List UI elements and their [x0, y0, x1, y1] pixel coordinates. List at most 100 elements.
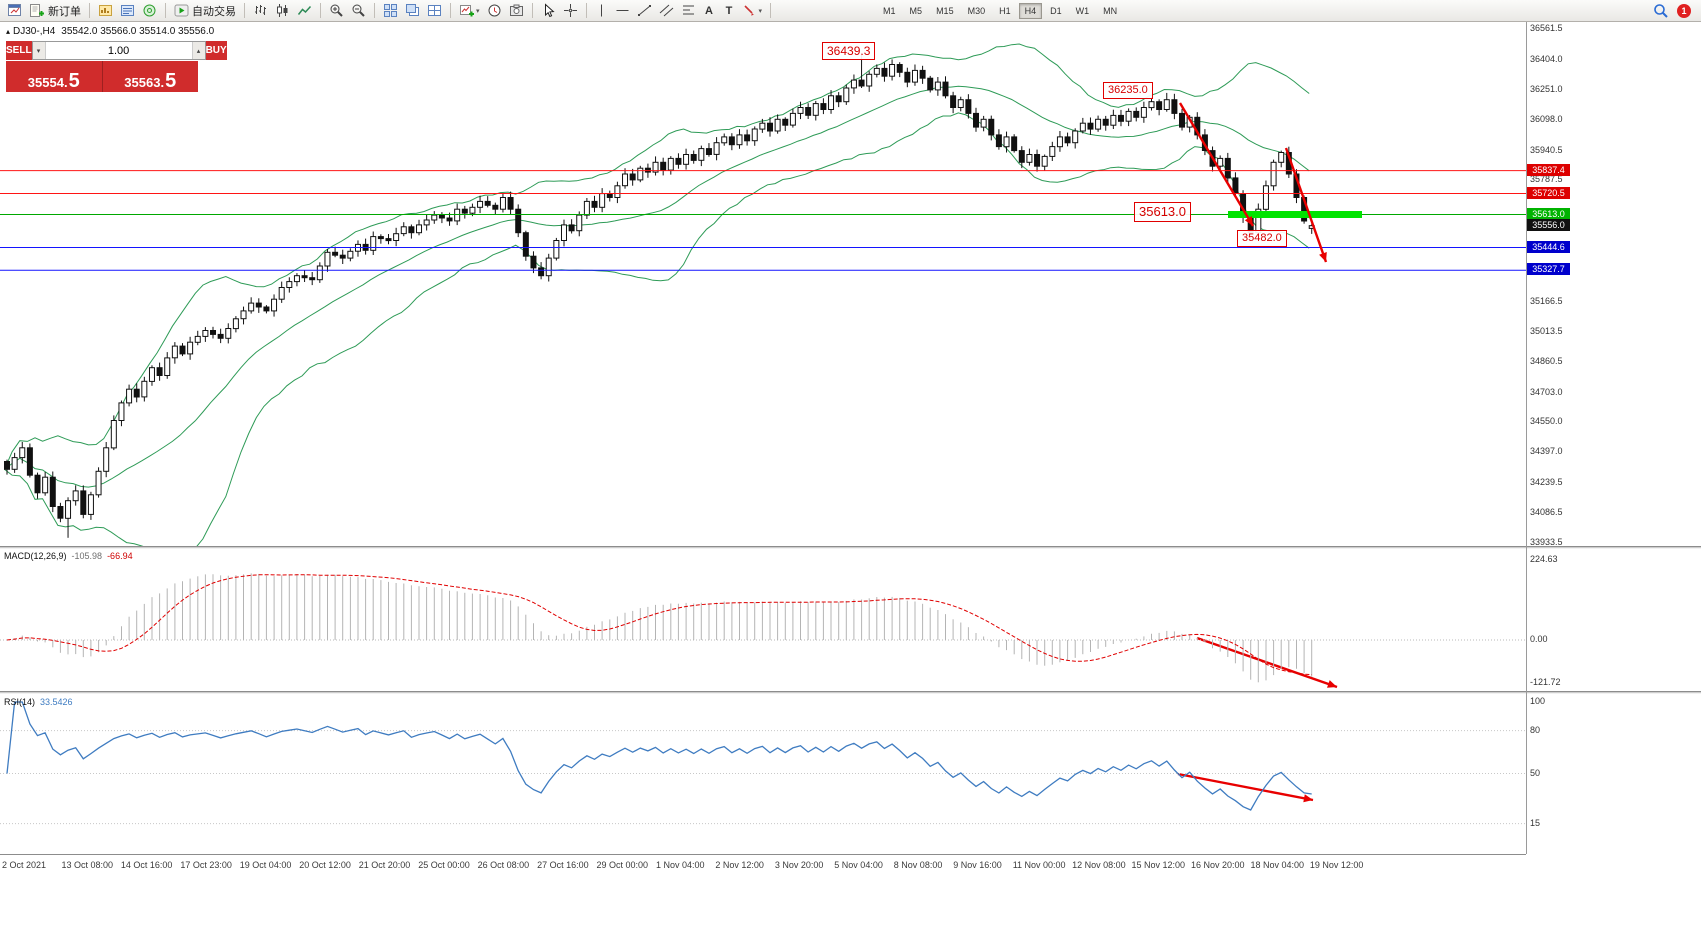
lot-size-input[interactable] [45, 42, 192, 59]
market-watch-button[interactable] [95, 1, 116, 21]
new-order-label: 新订单 [48, 5, 81, 18]
price-axis-label: 35013.5 [1530, 325, 1563, 336]
navigator-icon [143, 4, 156, 17]
chevron-down-icon: ▾ [476, 7, 480, 15]
timeframe-MN[interactable]: MN [1103, 5, 1118, 16]
horizontal-line-tool-button[interactable] [612, 1, 633, 21]
timeframe-M15[interactable]: M15 [936, 5, 954, 16]
macd-panel[interactable] [0, 549, 1526, 691]
snapshot-button[interactable] [506, 1, 527, 21]
toolbar-separator [165, 3, 166, 18]
price-annotation[interactable]: 36439.3 [822, 42, 876, 61]
time-axis-label: 13 Oct 08:00 [61, 860, 114, 870]
time-axis-label: 1 Nov 04:00 [656, 860, 705, 870]
cascade-windows-icon [406, 4, 419, 16]
camera-icon [509, 4, 523, 16]
rsi-panel[interactable] [0, 694, 1526, 854]
panel-separator[interactable] [0, 546, 1701, 549]
main-chart[interactable] [0, 22, 1526, 546]
panel-separator[interactable] [0, 691, 1701, 694]
navigator-button[interactable] [139, 1, 160, 21]
cursor-tool-button[interactable] [538, 1, 559, 21]
fibonacci-icon [682, 5, 694, 15]
vertical-line-tool-button[interactable] [592, 1, 611, 21]
label-tool-icon: T [725, 4, 733, 17]
price-annotation[interactable]: 35613.0 [1134, 202, 1191, 222]
arrange-windows-button[interactable] [424, 1, 445, 21]
new-order-button[interactable]: 新订单 [26, 1, 84, 21]
toolbar: 新订单 自动交易 ▾ A T ▾ M1 M5 M15 M30 H1 H4 [0, 0, 1701, 22]
label-tool-button[interactable]: T [720, 1, 739, 21]
crosshair-tool-button[interactable] [560, 1, 581, 21]
price-axis-border [1526, 22, 1527, 854]
timeframe-D1[interactable]: D1 [1050, 5, 1062, 16]
timeframe-M30[interactable]: M30 [967, 5, 986, 16]
price-annotation[interactable]: 35482.0 [1237, 230, 1287, 247]
period-clock-button[interactable] [484, 1, 505, 21]
lot-decrement-button[interactable]: ▾ [32, 42, 46, 59]
time-axis-label: 9 Nov 16:00 [953, 860, 1002, 870]
data-window-icon [121, 5, 134, 16]
price-axis-label: 100 [1530, 696, 1546, 706]
time-axis[interactable]: 2 Oct 2021 13 Oct 08:00 14 Oct 16:00 17 Oct… [0, 854, 1526, 876]
price-axis-label: 80 [1530, 724, 1541, 735]
rsi-indicator-label: RSI(14) 33.5426 [4, 697, 73, 707]
price-axis-label: 34703.0 [1530, 386, 1563, 397]
time-axis-label: 16 Nov 20:00 [1191, 860, 1245, 870]
lot-increment-button[interactable]: ▴ [191, 42, 205, 59]
price-axis[interactable]: 36561.5 36404.0 36251.0 36098.0 35940.5 35787… [1527, 0, 1701, 943]
collapse-triangle-icon[interactable]: ▴ [6, 27, 11, 36]
bars-chart-button[interactable] [250, 1, 271, 21]
trendline-icon [637, 5, 651, 16]
toolbar-separator [374, 3, 375, 18]
price-level-badge: 35444.6 [1527, 240, 1570, 253]
notification-badge[interactable]: 1 [1677, 3, 1691, 18]
ohlc-values: 35542.0 35566.0 35514.0 35556.0 [61, 26, 215, 37]
text-tool-icon: A [705, 4, 713, 17]
price-axis-label: -121.72 [1530, 677, 1561, 688]
buy-button[interactable]: BUY [205, 41, 227, 60]
zoom-out-button[interactable] [348, 1, 369, 21]
macd-indicator-label: MACD(12,26,9) -105.98 -66.94 [4, 551, 133, 561]
chart-window-button[interactable] [4, 1, 25, 21]
timeframe-M5[interactable]: M5 [909, 5, 923, 16]
data-window-button[interactable] [117, 1, 138, 21]
channel-tool-button[interactable] [656, 1, 677, 21]
fibonacci-tool-button[interactable] [678, 1, 699, 21]
search-button[interactable] [1650, 1, 1672, 21]
time-axis-label: 29 Oct 00:00 [596, 860, 649, 870]
price-axis-label: 0.00 [1530, 634, 1548, 644]
tile-windows-button[interactable] [380, 1, 401, 21]
price-axis-label: 224.63 [1530, 554, 1558, 564]
chart-window-icon [8, 4, 21, 16]
price-axis-label: 34239.5 [1530, 477, 1563, 488]
price-annotation[interactable]: 36235.0 [1103, 82, 1153, 99]
toolbar-separator [244, 3, 245, 18]
line-chart-button[interactable] [294, 1, 315, 21]
timeframe-W1[interactable]: W1 [1075, 5, 1090, 16]
time-axis-label: 26 Oct 08:00 [477, 860, 530, 870]
arrange-windows-icon [428, 5, 441, 16]
zoom-in-button[interactable] [326, 1, 347, 21]
toolbar-separator [320, 3, 321, 18]
toolbar-separator [770, 3, 772, 18]
lot-size-control: ▾ ▴ [31, 41, 206, 60]
text-tool-button[interactable]: A [700, 1, 719, 21]
buy-price[interactable]: 35563. 5 [102, 61, 198, 92]
time-axis-label: 15 Nov 12:00 [1131, 860, 1186, 870]
timeframe-H1[interactable]: H1 [999, 5, 1011, 16]
autotrade-button[interactable]: 自动交易 [171, 1, 239, 21]
trendline-tool-button[interactable] [634, 1, 655, 21]
candle-chart-button[interactable] [272, 1, 293, 21]
timeframe-M1[interactable]: M1 [883, 5, 896, 16]
timeframe-H4[interactable]: H4 [1018, 2, 1043, 19]
sell-price[interactable]: 35554. 5 [6, 61, 103, 92]
time-axis-label: 25 Oct 00:00 [418, 860, 470, 870]
cascade-windows-button[interactable] [402, 1, 423, 21]
arrows-tool-button[interactable]: ▾ [740, 1, 766, 21]
sell-button[interactable]: SELL [6, 41, 32, 60]
line-chart-icon [297, 5, 312, 15]
price-axis-label: 35787.5 [1530, 174, 1563, 185]
new-chart-button[interactable]: ▾ [456, 1, 483, 21]
